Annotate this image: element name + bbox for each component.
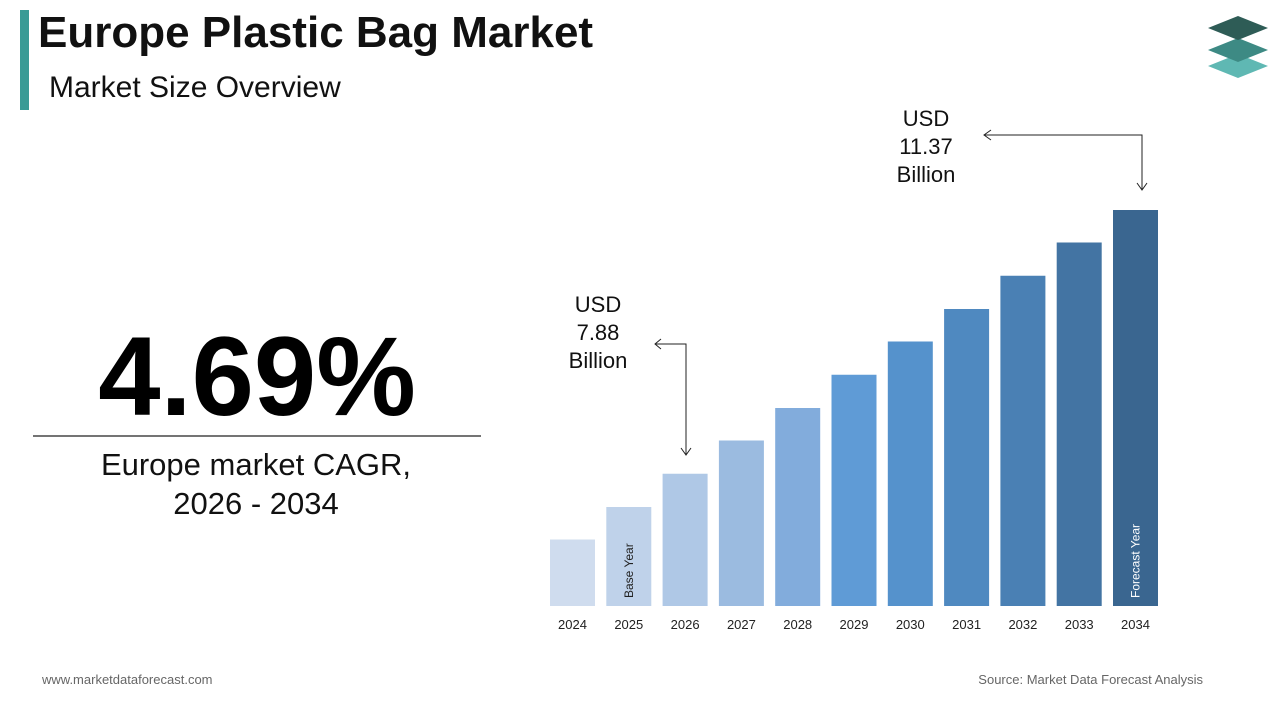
logo xyxy=(1208,16,1268,78)
subtitle: Market Size Overview xyxy=(49,71,341,104)
x-tick-label: 2028 xyxy=(783,617,812,632)
x-tick-label: 2027 xyxy=(727,617,756,632)
bar xyxy=(718,440,764,606)
cagr-caption: Europe market CAGR, xyxy=(101,447,411,482)
x-tick-label: 2033 xyxy=(1065,617,1094,632)
bar xyxy=(550,539,595,606)
bar xyxy=(1000,275,1046,606)
x-tick-label: 2034 xyxy=(1121,617,1150,632)
website: www.marketdataforecast.com xyxy=(41,672,213,687)
bar xyxy=(775,408,821,606)
bar-label: Base Year xyxy=(622,543,636,598)
x-tick-label: 2031 xyxy=(952,617,981,632)
x-tick-label: 2032 xyxy=(1008,617,1037,632)
x-tick-label: 2025 xyxy=(614,617,643,632)
x-tick-label: 2026 xyxy=(671,617,700,632)
bar xyxy=(606,507,652,606)
bar xyxy=(887,341,933,606)
bar xyxy=(831,374,877,606)
bar xyxy=(662,473,708,606)
cagr-caption: 2026 - 2034 xyxy=(173,486,338,521)
arrows xyxy=(654,129,1148,456)
title: Europe Plastic Bag Market xyxy=(38,8,593,57)
value-label: USD 7.88 Billion xyxy=(568,292,628,373)
value-label: USD 11.37 Billion xyxy=(896,106,956,187)
source: Source: Market Data Forecast Analysis xyxy=(978,672,1203,687)
bar xyxy=(1113,210,1158,606)
bar-label: Forecast Year xyxy=(1129,524,1143,598)
x-tick-label: 2024 xyxy=(558,617,587,632)
bar xyxy=(1056,242,1102,606)
accent-bar xyxy=(20,10,29,110)
bar xyxy=(944,309,990,606)
x-tick-label: 2029 xyxy=(840,617,869,632)
cagr-value: 4.69% xyxy=(98,314,416,439)
x-tick-label: 2030 xyxy=(896,617,925,632)
